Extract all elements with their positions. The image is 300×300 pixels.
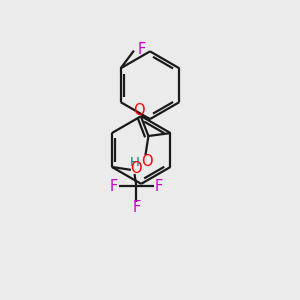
Text: O: O (130, 161, 142, 176)
Text: F: F (109, 178, 117, 194)
Text: H: H (129, 156, 139, 169)
Text: F: F (132, 200, 140, 215)
Text: O: O (134, 103, 145, 118)
Text: O: O (141, 154, 153, 169)
Text: F: F (155, 178, 164, 194)
Text: F: F (137, 42, 146, 57)
